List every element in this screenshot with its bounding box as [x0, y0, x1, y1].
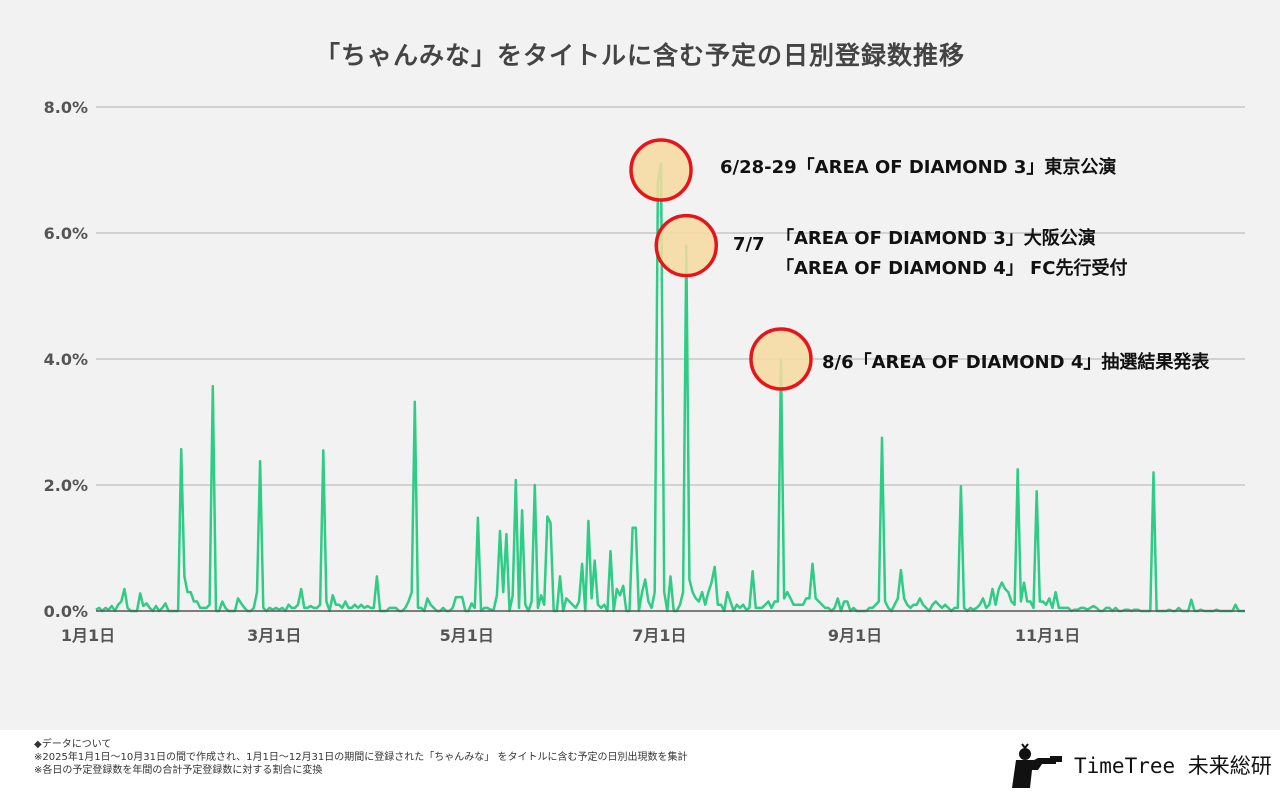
y-tick-label: 8.0%: [44, 98, 88, 117]
chart-area: 「ちゃんみな」をタイトルに含む予定の日別登録数推移 0.0% 2.0% 4.0% 6.…: [0, 0, 1280, 730]
notes-line-1: ※2025年1月1日～10月31日の間で作成され、1月1日～12月31日の期間に…: [34, 752, 688, 763]
notes-heading: ◆データについて: [34, 739, 112, 750]
y-tick-label: 6.0%: [44, 224, 88, 243]
photographer-logo-icon: [1012, 743, 1062, 788]
timetree-logo: TimeTree 未来総研: [1010, 742, 1272, 788]
y-tick-label: 0.0%: [44, 602, 88, 621]
y-tick-label: 4.0%: [44, 350, 88, 369]
x-tick-label: 3月1日: [247, 626, 301, 645]
logo-text: TimeTree 未来総研: [1074, 754, 1272, 778]
chart-title: 「ちゃんみな」をタイトルに含む予定の日別登録数推移: [314, 41, 965, 70]
x-tick-label: 11月1日: [1015, 626, 1080, 645]
annotation-osaka-line2: 「AREA OF DIAMOND 4」 FC先行受付: [776, 258, 1128, 279]
annotation-lottery: 8/6「AREA OF DIAMOND 4」抽選結果発表: [822, 352, 1210, 373]
highlight-circle: [654, 213, 719, 278]
annotation-osaka-line1: 「AREA OF DIAMOND 3」大阪公演: [776, 228, 1096, 249]
x-tick-label: 7月1日: [632, 626, 686, 645]
annotation-tokyo: 6/28-29「AREA OF DIAMOND 3」東京公演: [720, 157, 1117, 178]
data-notes: ◆データについて ※2025年1月1日～10月31日の間で作成され、1月1日～1…: [34, 738, 687, 777]
y-tick-label: 2.0%: [44, 476, 88, 495]
x-tick-label: 9月1日: [828, 626, 882, 645]
notes-line-2: ※各日の予定登録数を年間の合計予定登録数に対する割合に変換: [34, 765, 323, 776]
annotation-osaka-date: 7/7: [733, 234, 765, 255]
series-line: [95, 162, 1245, 613]
x-tick-label: 5月1日: [440, 626, 494, 645]
x-tick-label: 1月1日: [61, 626, 115, 645]
line-chart: 0.0% 2.0% 4.0% 6.0% 8.0% 1月1日 3月1日 5月1日 7月1日 9月1日…: [44, 98, 1245, 645]
highlight-circle: [749, 327, 813, 391]
highlight-circle: [629, 138, 693, 202]
